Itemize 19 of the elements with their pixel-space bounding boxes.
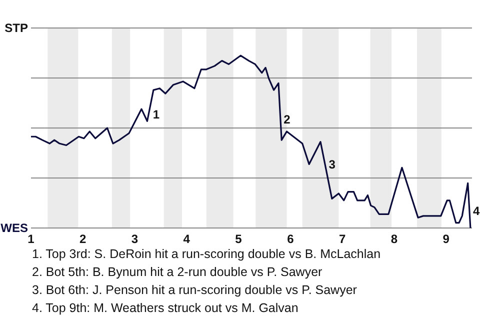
x-tick-label: 2	[80, 232, 87, 246]
text: STP	[4, 21, 28, 36]
x-tick-label: 7	[338, 232, 346, 246]
x-tick-label: 3	[131, 232, 138, 246]
text: WES	[0, 221, 28, 236]
x-tick-label: 6	[287, 232, 294, 246]
x-tick-label: 5	[235, 232, 242, 246]
x-tick-label: 4	[183, 232, 190, 246]
annotation: 2	[284, 112, 291, 127]
text: 1. Top 3rd: S. DeRoin hit a run-scoring double vs B. McLachlan	[32, 247, 381, 261]
x-tick-label: 8	[390, 232, 398, 246]
text: 3. Bot 6th: J. Penson hit a run-scoring double vs P. Sawyer	[32, 283, 357, 297]
annotation: 4	[473, 204, 480, 218]
x-tick-label: 1	[28, 232, 35, 246]
text: 4. Top 9th: M. Weathers struck out vs M. Galvan	[32, 301, 298, 315]
text: 2. Bot 5th: B. Bynum hit a 2-run double vs P. Sawyer	[32, 265, 322, 279]
annotation: 1	[152, 107, 160, 122]
annotation: 3	[328, 157, 336, 172]
x-tick-label: 9	[442, 232, 450, 246]
